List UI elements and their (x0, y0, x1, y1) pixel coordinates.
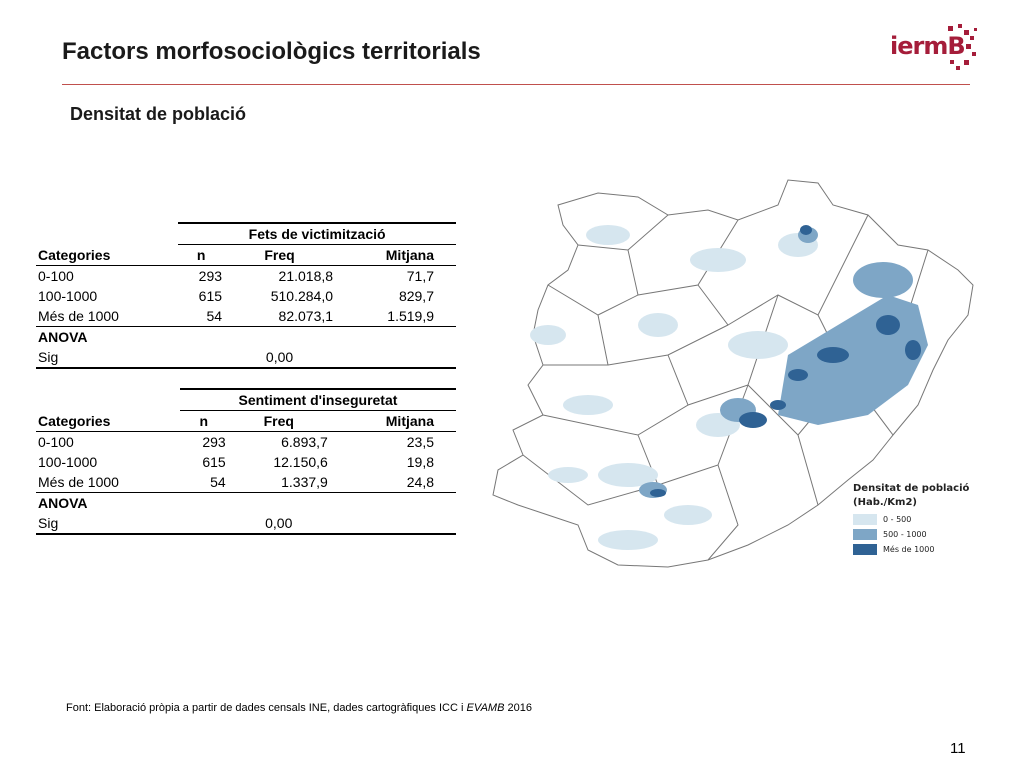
table1-col-freq: Freq (224, 244, 336, 266)
sig-label: Sig (36, 513, 180, 535)
cell-mitjana: 23,5 (406, 434, 434, 450)
table2-col-n: n (179, 410, 228, 432)
cell-category: Més de 1000 (36, 472, 180, 493)
table-row: Sig 0,00 (36, 513, 456, 535)
sig-value: 0,00 (224, 347, 336, 369)
table-row: Sig 0,00 (36, 347, 456, 369)
table1-col-categories: Categories (36, 244, 179, 266)
cell-freq: 82.073,1 (224, 306, 336, 327)
sig-value: 0,00 (227, 513, 330, 535)
cell-n: 615 (198, 288, 223, 304)
source-note: Font: Elaboració pròpia a partir de dade… (66, 702, 532, 714)
table2-col-categories: Categories (36, 410, 180, 432)
cell-mitjana: 829,7 (398, 288, 434, 304)
legend-label: 500 - 1000 (883, 530, 927, 539)
cell-n: 54 (179, 472, 228, 493)
cell-category: 0-100 (38, 434, 74, 450)
cell-category: 100-1000 (38, 288, 98, 304)
cell-n: 615 (202, 454, 226, 470)
legend-swatch-mid (853, 529, 877, 540)
slide-title: Factors morfosociològics territorials (62, 38, 481, 65)
legend-label: 0 - 500 (883, 515, 912, 524)
table-row: Més de 1000 54 82.073,1 1.519,9 (36, 306, 456, 327)
cell-freq: 510.284,0 (270, 288, 334, 304)
cell-freq: 12.150,6 (273, 454, 328, 470)
cell-mitjana: 19,8 (406, 454, 434, 470)
anova-label: ANOVA (38, 329, 88, 345)
legend-swatch-low (853, 514, 877, 525)
cell-mitjana: 71,7 (406, 268, 434, 284)
map-legend: Densitat de població (Hab./Km2) 0 - 500 … (853, 482, 969, 555)
cell-n: 293 (202, 434, 226, 450)
cell-mitjana: 24,8 (329, 472, 456, 493)
density-high-areas (650, 225, 921, 497)
table-row: 0-100 293 6.893,7 23,5 (36, 432, 456, 453)
cell-freq: 6.893,7 (281, 434, 328, 450)
table-row: ANOVA (36, 493, 456, 514)
table1-col-mitjana: Mitjana (335, 244, 456, 266)
legend-item: 500 - 1000 (853, 529, 969, 540)
legend-label: Més de 1000 (883, 545, 935, 554)
cell-n: 293 (198, 268, 223, 284)
insecurity-table: Sentiment d'inseguretat Categories n Fre… (36, 388, 456, 535)
density-low-areas (530, 225, 818, 550)
table1-col-n: n (178, 244, 225, 266)
cell-category: Més de 1000 (36, 306, 179, 327)
sig-label: Sig (36, 347, 179, 369)
table1-group-header: Fets de victimització (178, 222, 456, 245)
anova-label: ANOVA (38, 495, 88, 511)
cell-n: 54 (178, 306, 225, 327)
cell-freq: 21.018,8 (278, 268, 334, 284)
table2-group-header: Sentiment d'inseguretat (179, 388, 456, 411)
victimization-table: Fets de victimització Categories n Freq … (36, 222, 456, 369)
source-italic: EVAMB (466, 702, 505, 714)
source-prefix: Font: Elaboració pròpia a partir de dade… (66, 702, 467, 714)
table2-col-mitjana: Mitjana (329, 410, 456, 432)
iermb-logo: iermB (890, 22, 980, 72)
legend-title-line1: Densitat de població (853, 483, 970, 494)
table-row: 100-1000 615 12.150,6 19,8 (36, 452, 456, 472)
legend-item: 0 - 500 (853, 514, 969, 525)
page-number: 11 (950, 740, 966, 757)
cell-freq: 1.337,9 (227, 472, 330, 493)
title-rule (62, 84, 970, 85)
legend-swatch-high (853, 544, 877, 555)
legend-title-line2: (Hab./Km2) (853, 497, 917, 508)
table-row: 100-1000 615 510.284,0 829,7 (36, 286, 456, 306)
table2-header-row: Categories n Freq Mitjana (36, 410, 456, 432)
table2-col-freq: Freq (227, 410, 330, 432)
section-subtitle: Densitat de població (70, 104, 247, 124)
table-row: 0-100 293 21.018,8 71,7 (36, 266, 456, 287)
table-row: ANOVA (36, 327, 456, 348)
logo-pixel-mark (948, 24, 977, 70)
table1-header-row: Categories n Freq Mitjana (36, 244, 456, 266)
table-row: Més de 1000 54 1.337,9 24,8 (36, 472, 456, 493)
source-suffix: 2016 (504, 702, 532, 714)
cell-category: 0-100 (38, 268, 74, 284)
legend-item: Més de 1000 (853, 544, 969, 555)
population-density-map (492, 179, 974, 568)
logo-text: iermB (890, 32, 966, 60)
cell-category: 100-1000 (38, 454, 98, 470)
cell-mitjana: 1.519,9 (335, 306, 456, 327)
